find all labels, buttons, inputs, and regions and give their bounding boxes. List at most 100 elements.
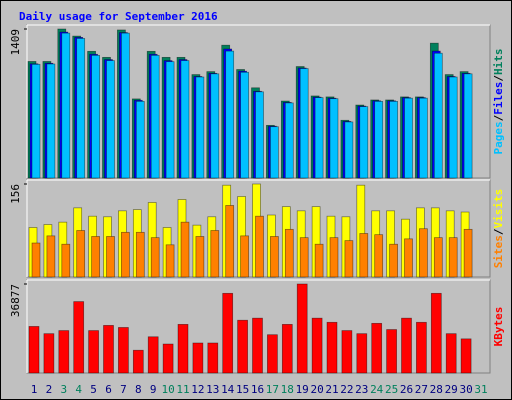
x-tick-label: 9 <box>150 383 157 396</box>
bar <box>311 317 323 374</box>
bar <box>419 228 428 278</box>
bar <box>237 319 248 374</box>
bar <box>270 126 279 179</box>
x-tick-label: 5 <box>90 383 97 396</box>
bar <box>58 330 70 374</box>
bar <box>61 243 71 278</box>
bar <box>329 98 339 179</box>
bar <box>106 60 115 179</box>
bar <box>147 336 159 374</box>
bar <box>132 349 144 374</box>
y-max-label: 1409 <box>9 29 22 56</box>
bar <box>180 60 190 179</box>
legend-separator: / <box>492 75 505 82</box>
bar <box>46 235 56 278</box>
x-tick-label: 30 <box>459 383 472 396</box>
bar <box>430 292 442 374</box>
bar <box>46 63 56 179</box>
x-tick-label: 7 <box>120 383 127 396</box>
bar <box>31 242 41 278</box>
y-max-label: 36877 <box>9 284 22 317</box>
bar <box>359 233 369 278</box>
bar <box>61 32 71 179</box>
bar <box>281 324 293 374</box>
bar <box>404 238 413 278</box>
bar <box>284 228 294 278</box>
bar <box>389 100 398 179</box>
x-tick-label: 16 <box>251 383 264 396</box>
bar <box>463 228 473 278</box>
legend: KBytes <box>492 307 505 347</box>
bar <box>255 91 264 179</box>
bar <box>222 292 234 374</box>
x-tick-label: 29 <box>445 383 458 396</box>
bar <box>326 321 338 374</box>
x-tick-label: 26 <box>400 383 413 396</box>
bar <box>419 97 428 179</box>
bar <box>401 317 412 374</box>
bar <box>192 342 204 374</box>
bar <box>463 73 473 179</box>
bar <box>165 244 175 278</box>
bar <box>448 237 458 278</box>
bar <box>103 325 114 374</box>
legend-entry: Sites <box>492 235 505 268</box>
x-tick-label: 22 <box>340 383 353 396</box>
bar <box>344 121 354 179</box>
bar <box>374 100 384 179</box>
bar <box>356 333 368 374</box>
legend-separator: / <box>492 228 505 235</box>
x-tick-label: 2 <box>46 383 53 396</box>
x-tick-label: 31 <box>474 383 487 396</box>
bar <box>150 237 160 278</box>
y-max-label: 156 <box>9 184 22 204</box>
legend: Sites/Visits <box>492 189 505 269</box>
bar <box>240 71 249 179</box>
bar <box>252 317 263 374</box>
bar <box>121 231 130 278</box>
bar <box>210 73 220 179</box>
x-tick-label: 3 <box>60 383 67 396</box>
bar <box>255 215 264 278</box>
bar <box>359 106 369 179</box>
bar <box>389 243 398 278</box>
bar <box>31 63 41 179</box>
bar <box>225 205 235 278</box>
legend-separator: / <box>492 114 505 121</box>
bar <box>416 321 427 374</box>
bar <box>267 334 278 374</box>
x-tick-label: 14 <box>221 383 235 396</box>
bar <box>374 234 384 278</box>
bar <box>165 61 175 179</box>
bar <box>106 236 115 278</box>
bar <box>150 54 160 179</box>
legend-entry: Visits <box>492 189 505 229</box>
bar <box>76 38 86 179</box>
bar <box>118 327 129 374</box>
legend: Pages/Files/Hits <box>492 49 505 155</box>
x-tick-label: 24 <box>370 383 384 396</box>
bar <box>270 236 279 278</box>
bar <box>433 237 443 278</box>
bar <box>433 52 443 179</box>
x-tick-label: 25 <box>385 383 398 396</box>
bar <box>225 50 235 179</box>
bar <box>296 283 308 374</box>
bar <box>195 236 205 278</box>
x-tick-label: 28 <box>430 383 443 396</box>
bar <box>135 231 145 278</box>
bar <box>299 237 309 278</box>
legend-entry: Hits <box>492 49 505 76</box>
legend-entry: Pages <box>492 121 505 154</box>
bar <box>448 76 458 179</box>
bar <box>195 76 205 179</box>
bar <box>314 97 324 179</box>
bar <box>91 54 100 179</box>
bar <box>371 322 383 374</box>
bar <box>445 333 457 374</box>
bar <box>341 330 353 374</box>
bar <box>210 230 220 278</box>
bar <box>284 102 294 179</box>
x-tick-label: 8 <box>135 383 142 396</box>
